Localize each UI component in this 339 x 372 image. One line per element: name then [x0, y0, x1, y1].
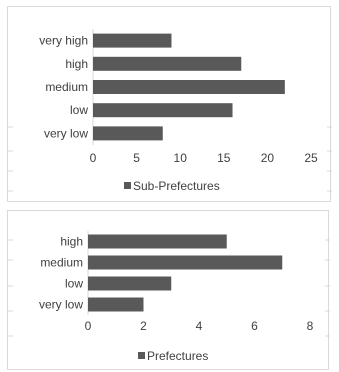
x-tick-label: 0	[90, 151, 97, 165]
legend-swatch	[124, 182, 131, 189]
chart-panel-sub-prefectures: very high high medium low very low 0 5 10 15 20 25…	[7, 6, 332, 202]
bar-high	[93, 56, 242, 71]
bar-low	[93, 103, 233, 118]
category-label: low	[65, 277, 83, 291]
x-tick-label: 15	[217, 151, 231, 165]
category-label: very high	[39, 34, 88, 48]
category-label: very low	[44, 126, 88, 140]
legend-label: Prefectures	[147, 349, 208, 363]
category-label: medium	[45, 80, 88, 94]
category-label: high	[60, 235, 83, 249]
bar-very-low	[88, 297, 144, 312]
chart-panel-prefectures: high medium low very low 0 2 4 6 8 Prefectures	[7, 210, 330, 370]
bar-high	[88, 234, 227, 249]
bar-very-low	[93, 126, 163, 141]
x-tick-label: 4	[196, 319, 203, 333]
legend-swatch	[138, 352, 145, 359]
category-label: low	[70, 103, 88, 117]
x-tick-label: 2	[140, 319, 147, 333]
x-tick-label: 25	[304, 151, 318, 165]
category-label: very low	[39, 298, 83, 312]
bar-very-high	[93, 33, 172, 48]
x-tick-label: 0	[85, 319, 92, 333]
category-label: high	[65, 57, 88, 71]
x-tick-label: 6	[251, 319, 258, 333]
x-tick-label: 20	[261, 151, 275, 165]
bar-medium	[93, 80, 285, 94]
x-tick-label: 5	[133, 151, 140, 165]
legend-label: Sub-Prefectures	[133, 179, 220, 193]
x-tick-label: 10	[174, 151, 188, 165]
category-label: medium	[40, 256, 83, 270]
x-tick-label: 8	[307, 319, 314, 333]
bar-medium	[88, 255, 283, 270]
bar-low	[88, 276, 172, 291]
